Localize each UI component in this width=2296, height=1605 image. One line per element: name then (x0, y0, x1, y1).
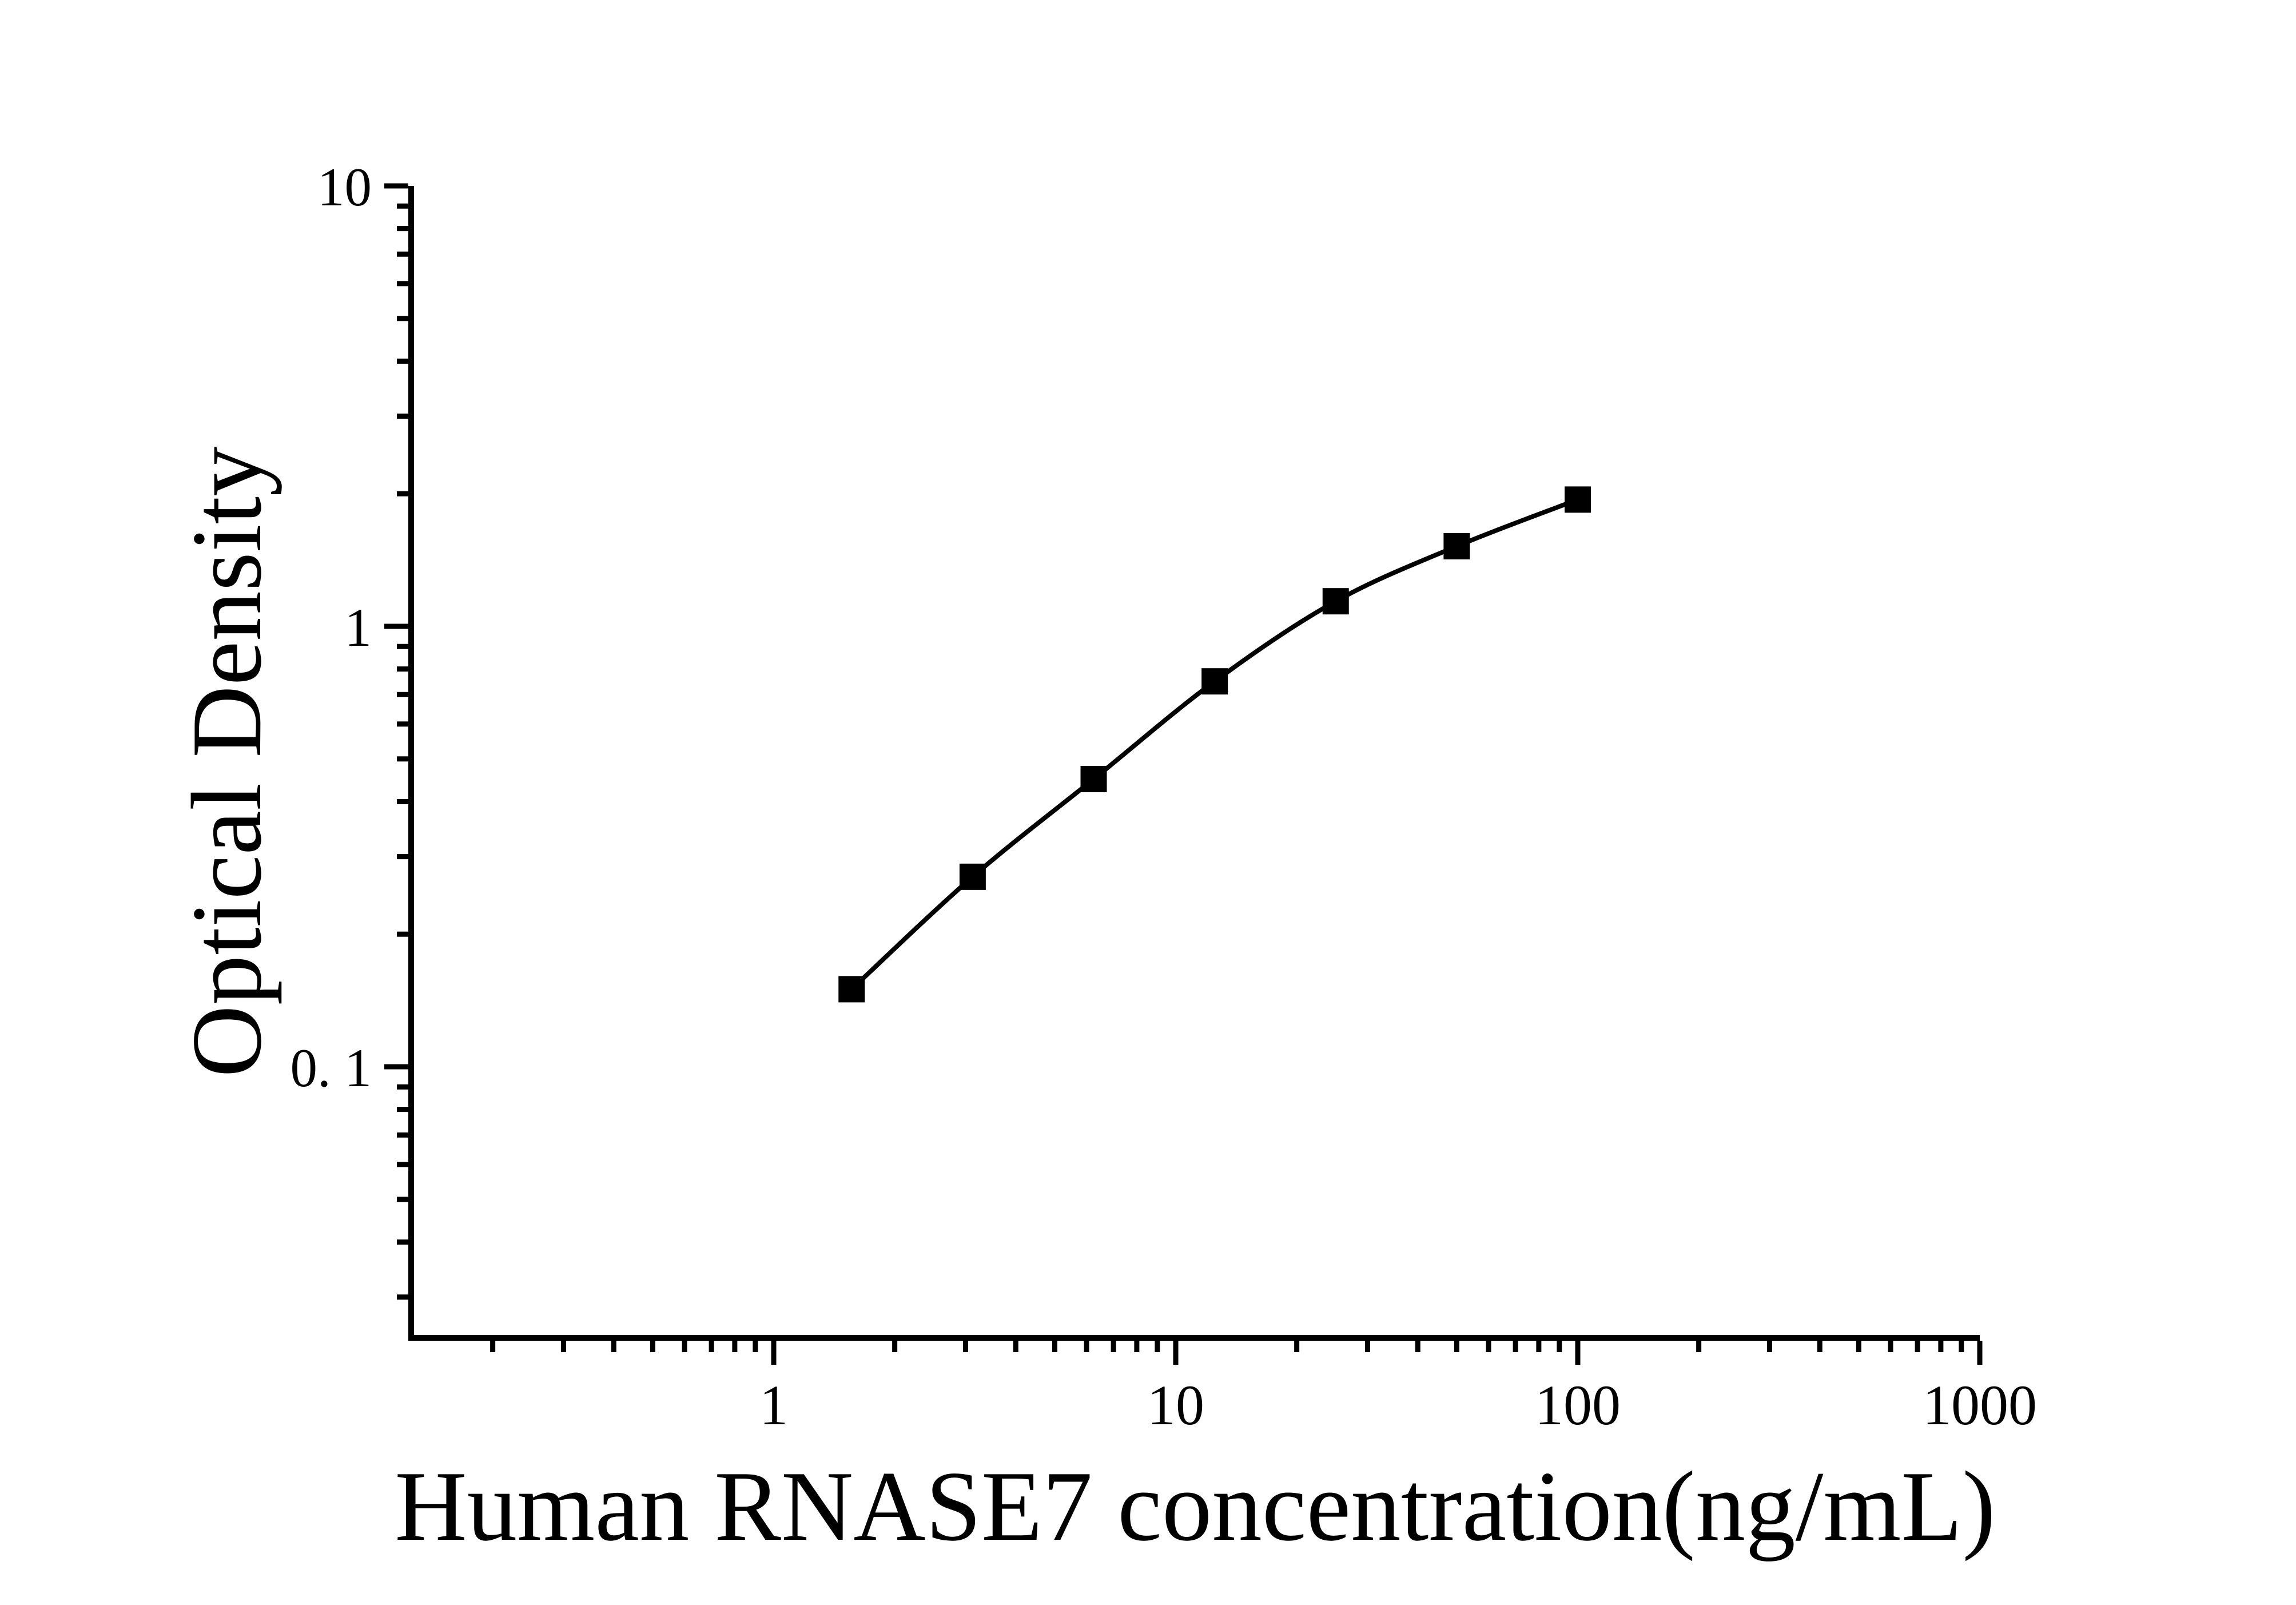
data-point-marker (1201, 668, 1228, 695)
x-minor-tick (1536, 1341, 1542, 1352)
y-major-tick (384, 183, 408, 189)
x-minor-tick (1052, 1341, 1057, 1352)
y-axis-line (408, 186, 414, 1341)
x-tick-label: 1000 (1923, 1373, 2037, 1437)
x-minor-tick (1557, 1341, 1562, 1352)
y-axis-title: Optical Density (171, 446, 282, 1077)
y-minor-tick (397, 931, 408, 937)
data-point-marker (838, 976, 865, 1003)
data-points-layer (838, 486, 1591, 1003)
y-minor-tick (397, 203, 408, 209)
y-minor-tick (397, 798, 408, 804)
x-minor-tick (611, 1341, 616, 1352)
x-minor-tick (560, 1341, 566, 1352)
y-minor-tick (397, 756, 408, 762)
x-axis-title: Human RNASE7 concentration(ng/mL) (395, 1451, 1995, 1562)
x-minor-tick (732, 1341, 738, 1352)
x-axis-line (408, 1335, 1980, 1341)
x-minor-tick (1915, 1341, 1920, 1352)
x-minor-tick (1513, 1341, 1518, 1352)
x-minor-tick (1486, 1341, 1491, 1352)
y-minor-tick (397, 854, 408, 860)
x-major-tick (1575, 1341, 1581, 1365)
x-minor-tick (1155, 1341, 1160, 1352)
data-point-marker (1080, 766, 1107, 793)
tick-labels: 1 10 100 1000 10 1 0. 1 (291, 157, 2038, 1437)
x-minor-tick (1415, 1341, 1420, 1352)
x-minor-tick (1766, 1341, 1772, 1352)
axis-ticks (384, 183, 1983, 1365)
y-minor-tick (397, 1239, 408, 1245)
x-minor-tick (1111, 1341, 1116, 1352)
y-minor-tick (397, 414, 408, 419)
x-minor-tick (650, 1341, 655, 1352)
x-major-tick (1173, 1341, 1179, 1365)
y-minor-tick (397, 666, 408, 672)
y-minor-tick (397, 1197, 408, 1202)
y-tick-label: 0. 1 (291, 1038, 372, 1098)
y-minor-tick (397, 281, 408, 287)
y-minor-tick (397, 692, 408, 697)
x-minor-tick (1888, 1341, 1893, 1352)
y-minor-tick (397, 226, 408, 232)
x-minor-tick (892, 1341, 898, 1352)
x-minor-tick (1084, 1341, 1089, 1352)
y-minor-tick (397, 251, 408, 257)
x-minor-tick (753, 1341, 758, 1352)
y-minor-tick (397, 1084, 408, 1090)
x-major-tick (1977, 1341, 1983, 1365)
x-tick-label: 1 (759, 1373, 788, 1437)
y-minor-tick (397, 721, 408, 727)
x-minor-tick (490, 1341, 496, 1352)
x-minor-tick (1817, 1341, 1823, 1352)
x-minor-tick (1696, 1341, 1702, 1352)
x-minor-tick (1364, 1341, 1370, 1352)
y-minor-tick (397, 491, 408, 496)
axis-lines (408, 186, 1980, 1341)
x-minor-tick (1013, 1341, 1018, 1352)
y-tick-label: 1 (345, 597, 372, 658)
x-minor-tick (1454, 1341, 1459, 1352)
y-tick-label: 10 (317, 157, 372, 217)
data-point-marker (959, 863, 986, 890)
y-minor-tick (397, 358, 408, 364)
data-point-marker (1565, 486, 1591, 513)
x-minor-tick (1856, 1341, 1861, 1352)
x-minor-tick (1938, 1341, 1944, 1352)
x-minor-tick (1959, 1341, 1964, 1352)
y-major-tick (384, 1064, 408, 1070)
x-tick-label: 10 (1147, 1373, 1204, 1437)
y-minor-tick (397, 1294, 408, 1300)
data-point-marker (1443, 533, 1470, 559)
y-major-tick (384, 623, 408, 629)
y-minor-tick (397, 316, 408, 321)
y-minor-tick (397, 1107, 408, 1113)
data-point-marker (1322, 588, 1349, 615)
x-major-tick (771, 1341, 777, 1365)
y-minor-tick (397, 1132, 408, 1138)
x-minor-tick (1294, 1341, 1300, 1352)
y-minor-tick (397, 643, 408, 649)
y-minor-tick (397, 1162, 408, 1167)
x-tick-label: 100 (1535, 1373, 1621, 1437)
x-minor-tick (1134, 1341, 1140, 1352)
x-minor-tick (962, 1341, 968, 1352)
x-minor-tick (709, 1341, 714, 1352)
x-minor-tick (682, 1341, 687, 1352)
